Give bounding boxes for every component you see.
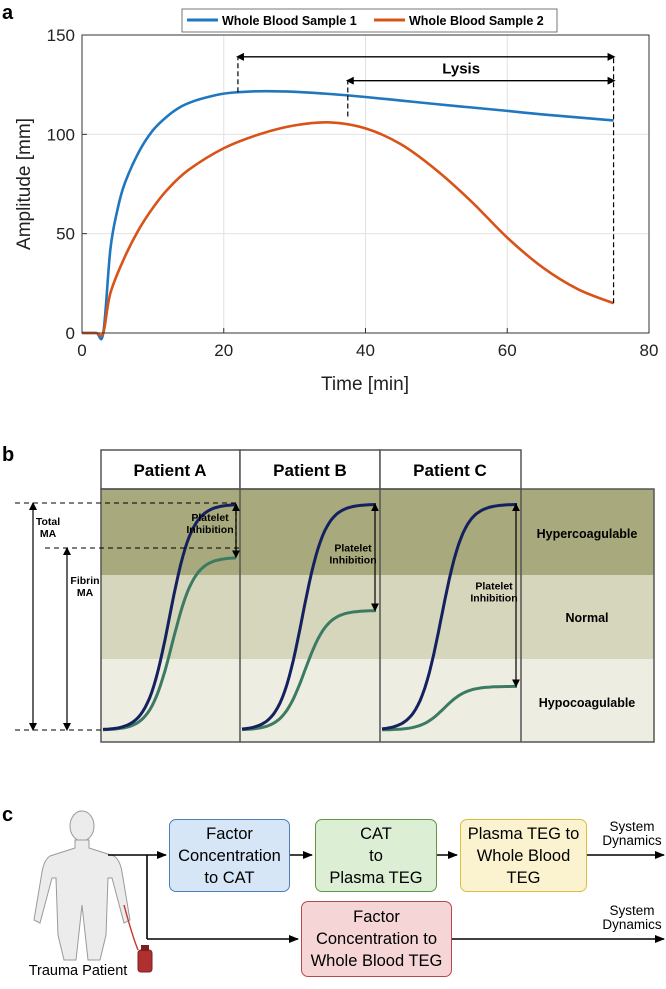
- zone-label-hypo: Hypocoagulable: [539, 696, 636, 710]
- x-tick-label: 40: [356, 341, 375, 360]
- y-tick-label: 150: [47, 26, 75, 45]
- legend-entry-1: Whole Blood Sample 1: [222, 14, 357, 28]
- y-tick-label: 50: [56, 225, 75, 244]
- series-line-1: [81, 89, 614, 341]
- factor-to-wholeblood-teg-box: Factor Concentration to Whole Blood TEG: [301, 901, 452, 977]
- fibrin-ma-label: Fibrin MA: [70, 575, 99, 599]
- blood-bag-icon: [137, 949, 153, 973]
- legend-entry-2: Whole Blood Sample 2: [409, 14, 544, 28]
- trauma-patient-label: Trauma Patient: [28, 963, 128, 979]
- fibrin-curve-c: [382, 684, 517, 732]
- panel-label-c: c: [2, 804, 14, 826]
- total-curve-a: [102, 503, 237, 731]
- series-line-2: [81, 121, 615, 338]
- x-tick-label: 60: [498, 341, 517, 360]
- plasma-to-wholeblood-teg-box: Plasma TEG to Whole Blood TEG: [460, 819, 587, 892]
- zone-hypocoagulable: [101, 659, 654, 742]
- y-tick-label: 100: [47, 125, 75, 144]
- column-patient-a: Patient A: [133, 461, 206, 480]
- x-axis-label: Time [min]: [321, 374, 409, 395]
- zone-label-hyper: Hypercoagulable: [537, 527, 638, 541]
- y-tick-label: 0: [66, 324, 75, 343]
- y-axis-label: Amplitude [mm]: [14, 118, 35, 250]
- total-curve-b: [241, 503, 377, 731]
- panel-c-flow: [33, 810, 665, 973]
- x-tick-label: 80: [640, 341, 659, 360]
- platelet-inhibition-label-b: Platelet Inhibition: [329, 542, 376, 566]
- panel-b-diagram: Patient A Patient B Patient C Hypercoagu…: [15, 449, 655, 743]
- total-ma-label: Total MA: [36, 516, 60, 540]
- total-curve-c: [381, 503, 517, 731]
- system-dynamics-label-2: System Dynamics: [602, 903, 662, 932]
- trauma-patient-figure: [33, 810, 131, 961]
- zone-label-normal: Normal: [565, 611, 608, 625]
- cat-to-plasma-teg-box: CAT to Plasma TEG: [315, 819, 437, 892]
- platelet-inhibition-label-c: Platelet Inhibition: [470, 580, 517, 604]
- platelet-inhibition-label-a: Platelet Inhibition: [186, 512, 233, 536]
- fibrin-curve-a: [102, 556, 237, 732]
- system-dynamics-label-1: System Dynamics: [602, 819, 662, 848]
- panel-label-b: b: [2, 444, 15, 466]
- legend: Whole Blood Sample 1 Whole Blood Sample …: [181, 8, 558, 33]
- lysis-label: Lysis: [442, 61, 480, 78]
- fibrin-curve-b: [241, 609, 377, 732]
- panel-a-chart: Lysis 0 20 40 60 80 0 50 100 150 Time [min] Ampl…: [14, 8, 659, 395]
- panel-label-a: a: [2, 2, 14, 24]
- column-patient-c: Patient C: [413, 461, 487, 480]
- x-tick-label: 0: [77, 341, 86, 360]
- column-patient-b: Patient B: [273, 461, 347, 480]
- factor-to-cat-box: Factor Concentration to CAT: [169, 819, 290, 892]
- x-tick-label: 20: [214, 341, 233, 360]
